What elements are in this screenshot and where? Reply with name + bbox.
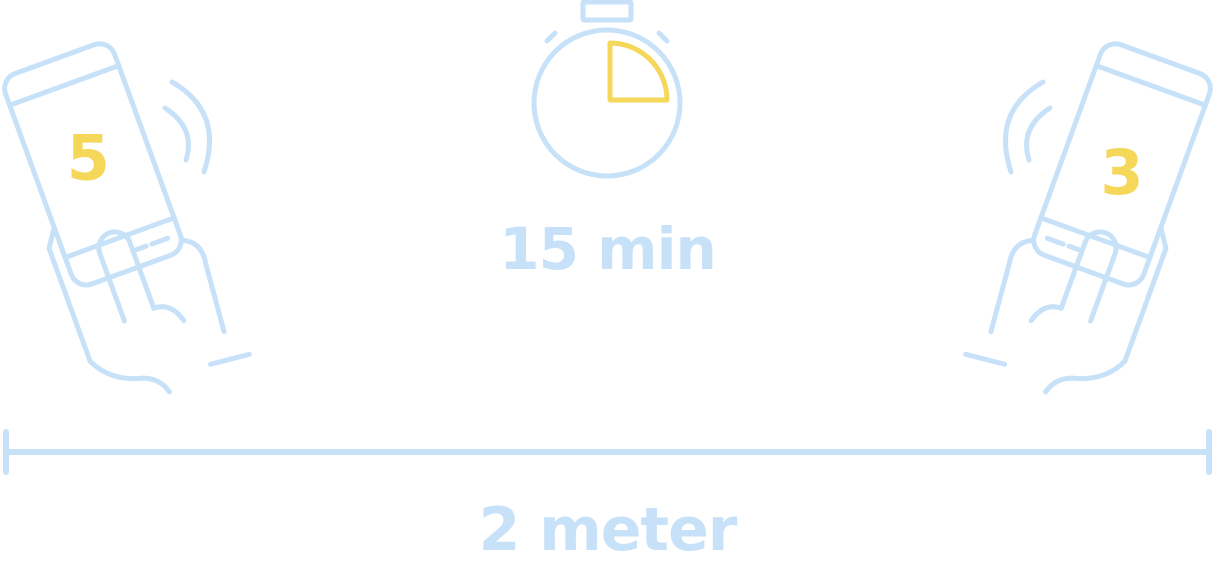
left-signal-waves-icon [162,79,213,175]
stopwatch-icon [531,0,683,179]
hand-holding-phone-icon [963,41,1213,395]
right-signal-waves-icon [1002,79,1053,175]
distance-label: 2 meter [478,495,738,565]
right-phone-number: 3 [1100,136,1143,209]
right-phone-with-hand [963,41,1213,395]
left-phone-with-hand: 5 [2,41,252,395]
left-phone-number: 5 [67,122,110,195]
duration-label: 15 min [499,215,717,283]
hand-holding-phone-icon [2,41,252,395]
distance-ruler-icon [3,429,1212,475]
elapsed-time-sector [607,40,670,103]
